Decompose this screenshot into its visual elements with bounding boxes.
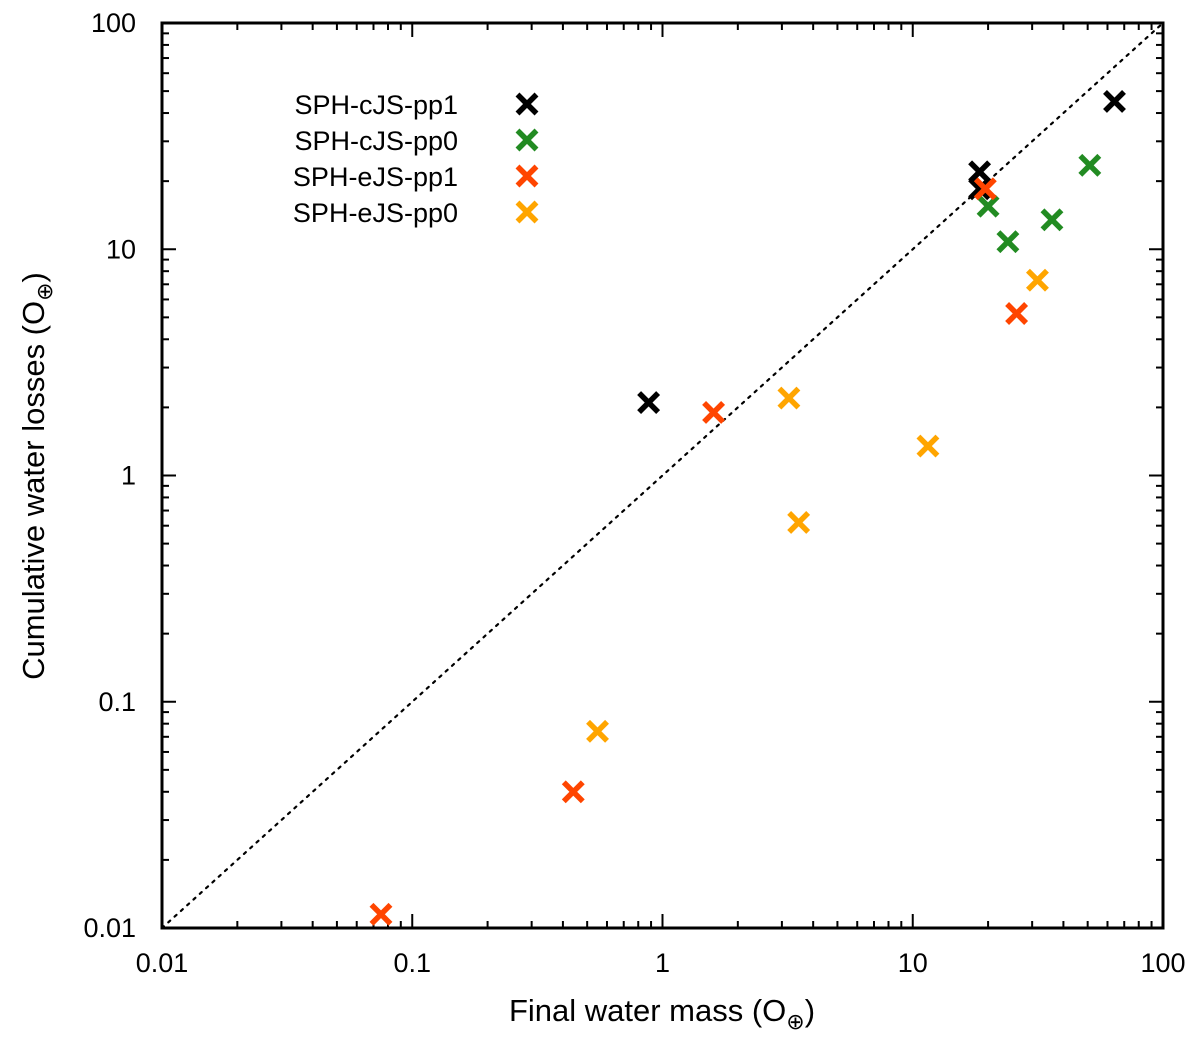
data-point <box>976 194 1000 218</box>
data-point <box>561 780 585 804</box>
y-tick-label: 0.01 <box>83 913 136 943</box>
data-point <box>996 230 1020 254</box>
data-point <box>968 160 992 184</box>
data-point <box>369 902 393 926</box>
data-point <box>973 177 997 201</box>
reference-line-y-equals-x <box>160 21 1165 930</box>
legend-label: SPH-eJS-pp1 <box>293 162 458 192</box>
data-point <box>916 434 940 458</box>
legend-marker <box>515 164 539 188</box>
legend-marker <box>515 128 539 152</box>
data-point <box>637 391 661 415</box>
x-tick-label: 10 <box>898 948 928 978</box>
y-tick-label: 100 <box>91 8 136 38</box>
data-point <box>586 719 609 743</box>
data-point <box>968 177 992 201</box>
plot-frame <box>160 21 1165 930</box>
legend-label: SPH-cJS-pp1 <box>294 90 458 120</box>
legend-marker <box>515 92 539 116</box>
x-tick-label: 0.1 <box>393 948 431 978</box>
legend-label: SPH-eJS-pp0 <box>293 198 458 228</box>
data-point <box>777 386 801 410</box>
x-tick-label: 0.01 <box>136 948 189 978</box>
data-point <box>787 511 811 534</box>
data-point <box>1040 208 1064 232</box>
y-tick-label: 1 <box>121 461 136 491</box>
legend-label: SPH-cJS-pp0 <box>294 126 458 156</box>
x-tick-label: 100 <box>1140 948 1185 978</box>
x-axis-label: Final water mass (O⊕) <box>509 993 815 1034</box>
data-point <box>1078 153 1102 177</box>
y-tick-label: 0.1 <box>98 687 136 717</box>
y-tick-label: 10 <box>106 234 136 264</box>
y-axis-label: Cumulative water losses (O⊕) <box>16 272 57 680</box>
x-tick-label: 1 <box>655 948 670 978</box>
data-point <box>1103 90 1126 113</box>
data-point <box>1026 268 1049 292</box>
legend-marker <box>515 200 539 224</box>
data-point <box>1005 302 1029 325</box>
plot-layer: 0.01 0.1 1 10 100 0.01 0.1 1 10 100 SPH-cJS-pp1 SPH… <box>83 8 1185 978</box>
data-point <box>702 400 726 424</box>
